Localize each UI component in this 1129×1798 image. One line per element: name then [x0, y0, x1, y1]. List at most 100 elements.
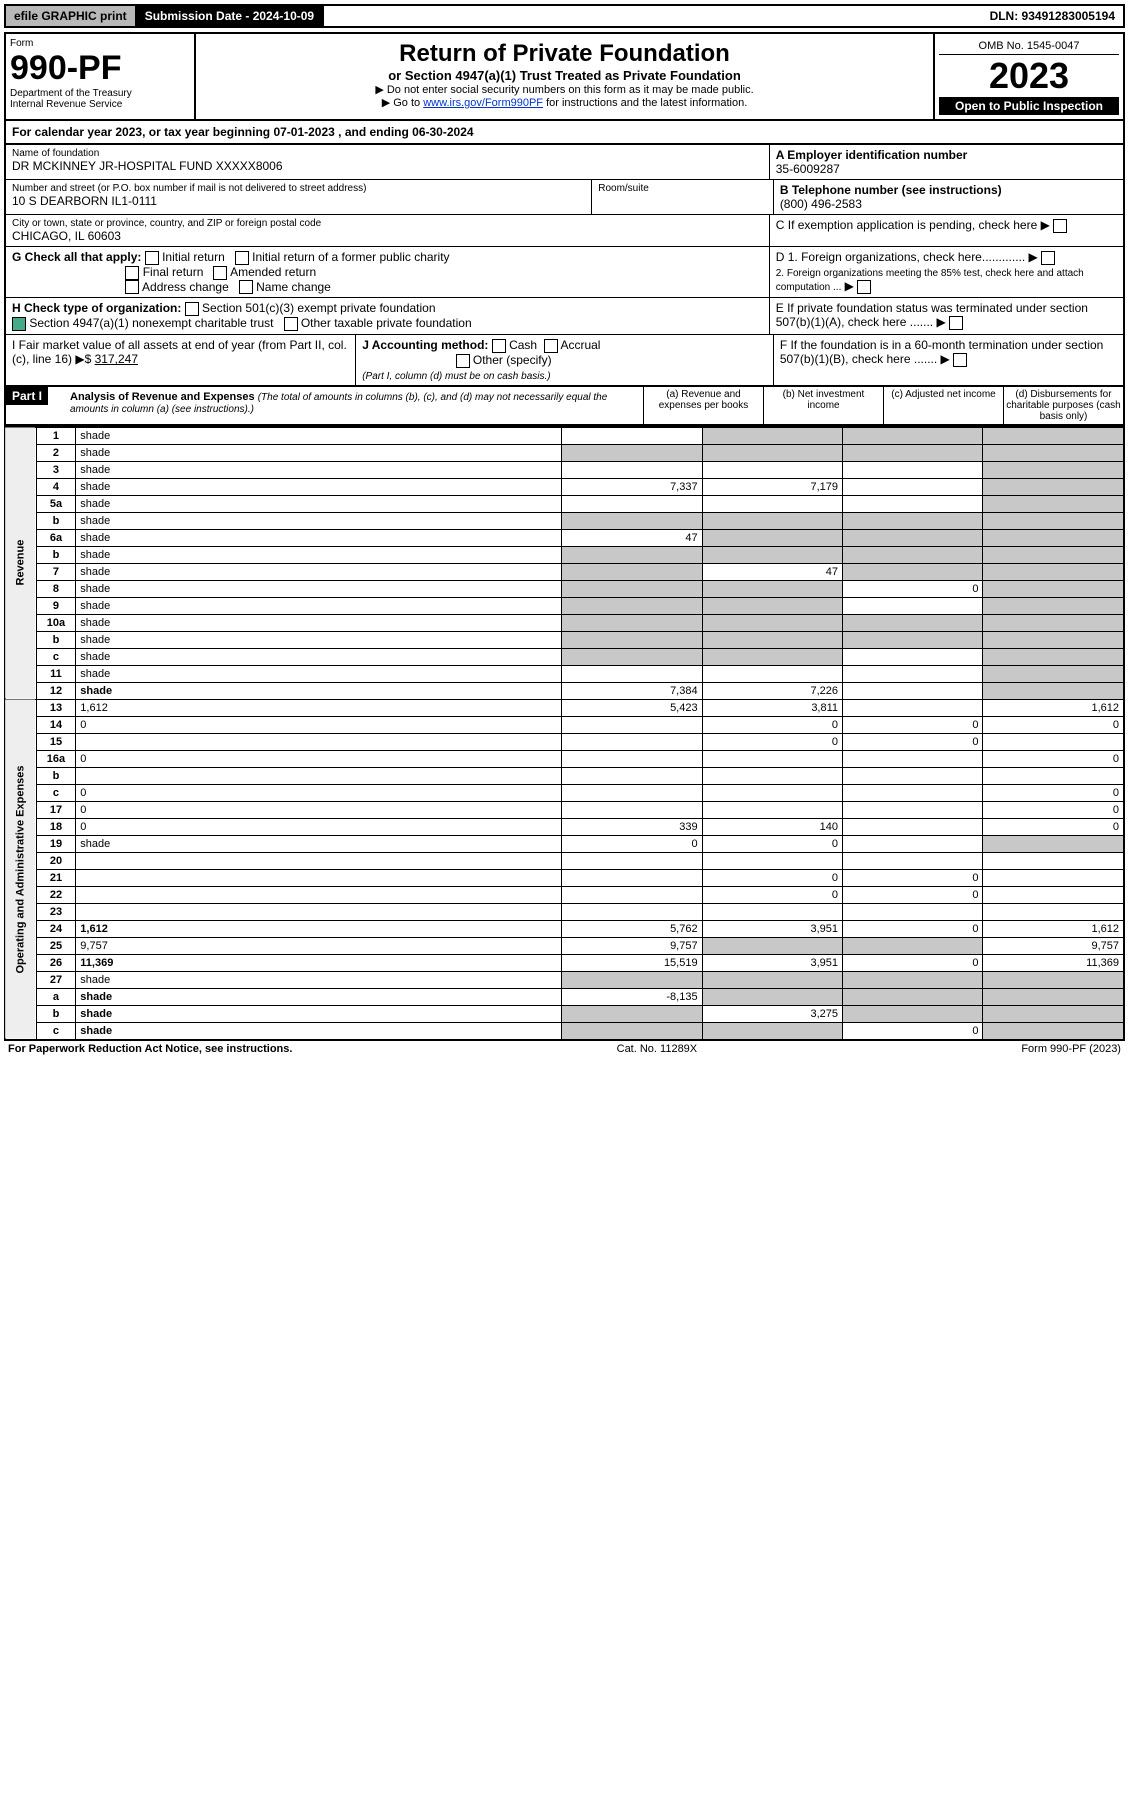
d1-checkbox[interactable] — [1041, 251, 1055, 265]
cell-b — [702, 801, 842, 818]
line-number: 24 — [36, 920, 76, 937]
i-value: 317,247 — [95, 352, 138, 366]
line-number: 11 — [36, 665, 76, 682]
top-bar: efile GRAPHIC print Submission Date - 20… — [4, 4, 1125, 28]
h-label: H Check type of organization: — [12, 301, 181, 315]
cell-b — [702, 852, 842, 869]
cell-c — [843, 631, 983, 648]
h-opt-1: Section 501(c)(3) exempt private foundat… — [202, 301, 435, 315]
g-former-charity-checkbox[interactable] — [235, 251, 249, 265]
cell-c: 0 — [843, 920, 983, 937]
form-subtitle: or Section 4947(a)(1) Trust Treated as P… — [202, 68, 927, 83]
cell-c: 0 — [843, 954, 983, 971]
line-number: 20 — [36, 852, 76, 869]
line-number: b — [36, 767, 76, 784]
table-row: b — [5, 767, 1124, 784]
e-checkbox[interactable] — [949, 316, 963, 330]
cell-c — [843, 937, 983, 954]
header-right: OMB No. 1545-0047 2023 Open to Public In… — [935, 34, 1123, 119]
table-row: 2shade — [5, 444, 1124, 461]
cell-a — [562, 971, 702, 988]
table-row: 6ashade47 — [5, 529, 1124, 546]
cell-d: 0 — [983, 716, 1124, 733]
form990pf-link[interactable]: www.irs.gov/Form990PF — [423, 97, 543, 109]
table-row: 1803391400 — [5, 818, 1124, 835]
cell-a — [562, 733, 702, 750]
cell-a — [562, 461, 702, 478]
line-number: 26 — [36, 954, 76, 971]
line-number: 19 — [36, 835, 76, 852]
cell-d — [983, 631, 1124, 648]
table-row: 4shade7,3377,179 — [5, 478, 1124, 495]
cell-a: 7,337 — [562, 478, 702, 495]
instr-post: for instructions and the latest informat… — [543, 97, 747, 109]
cell-a — [562, 767, 702, 784]
cell-b — [702, 903, 842, 920]
j-accrual-checkbox[interactable] — [544, 339, 558, 353]
phone-value: (800) 496-2583 — [780, 197, 1117, 211]
h-opt-2: Section 4947(a)(1) nonexempt charitable … — [29, 316, 273, 330]
cell-a — [562, 665, 702, 682]
line-description: shade — [76, 495, 562, 512]
form-instr-1: ▶ Do not enter social security numbers o… — [202, 83, 927, 96]
h-opt-3: Other taxable private foundation — [301, 316, 472, 330]
g-final-return-checkbox[interactable] — [125, 266, 139, 280]
city-label: City or town, state or province, country… — [12, 218, 763, 229]
cell-c — [843, 767, 983, 784]
cell-a — [562, 1022, 702, 1040]
line-description: shade — [76, 563, 562, 580]
line-description: shade — [76, 427, 562, 445]
form-number: 990-PF — [10, 49, 190, 88]
cell-d — [983, 563, 1124, 580]
cell-a — [562, 750, 702, 767]
g-addr-change-checkbox[interactable] — [125, 280, 139, 294]
i-label: I Fair market value of all assets at end… — [12, 338, 347, 366]
line-number: 5a — [36, 495, 76, 512]
line-number: 1 — [36, 427, 76, 445]
line-number: b — [36, 546, 76, 563]
line-description: shade — [76, 529, 562, 546]
g-initial-return-checkbox[interactable] — [145, 251, 159, 265]
cell-d — [983, 478, 1124, 495]
cell-d — [983, 614, 1124, 631]
cell-b — [702, 614, 842, 631]
g-name-change-checkbox[interactable] — [239, 280, 253, 294]
cell-d: 11,369 — [983, 954, 1124, 971]
j-other-checkbox[interactable] — [456, 354, 470, 368]
col-b-header: (b) Net investment income — [763, 387, 883, 424]
h-4947-checkbox[interactable] — [12, 317, 26, 331]
line-number: b — [36, 512, 76, 529]
g-amended-checkbox[interactable] — [213, 266, 227, 280]
table-row: ashade-8,135 — [5, 988, 1124, 1005]
cell-b — [702, 461, 842, 478]
d2-label: 2. Foreign organizations meeting the 85%… — [776, 268, 1084, 293]
part-1-badge: Part I — [6, 387, 48, 405]
cell-c — [843, 427, 983, 445]
cell-a: -8,135 — [562, 988, 702, 1005]
line-description — [76, 733, 562, 750]
footer-left: For Paperwork Reduction Act Notice, see … — [8, 1043, 292, 1055]
omb-number: OMB No. 1545-0047 — [939, 38, 1119, 55]
cell-b: 3,275 — [702, 1005, 842, 1022]
cell-a — [562, 512, 702, 529]
line-description: shade — [76, 597, 562, 614]
j-cash-checkbox[interactable] — [492, 339, 506, 353]
f-checkbox[interactable] — [953, 353, 967, 367]
table-row: bshade — [5, 631, 1124, 648]
c-checkbox[interactable] — [1053, 219, 1067, 233]
cell-b — [702, 784, 842, 801]
h-other-checkbox[interactable] — [284, 317, 298, 331]
line-number: 3 — [36, 461, 76, 478]
j-opt-0: Cash — [509, 338, 537, 352]
part-1-title: Analysis of Revenue and Expenses — [70, 391, 255, 403]
h-501c3-checkbox[interactable] — [185, 302, 199, 316]
table-row: bshade — [5, 512, 1124, 529]
line-description — [76, 903, 562, 920]
cell-d: 9,757 — [983, 937, 1124, 954]
city-value: CHICAGO, IL 60603 — [12, 229, 763, 243]
cell-b — [702, 495, 842, 512]
cell-d: 0 — [983, 784, 1124, 801]
d2-checkbox[interactable] — [857, 280, 871, 294]
footer-right: Form 990-PF (2023) — [1021, 1043, 1121, 1055]
cell-b — [702, 750, 842, 767]
